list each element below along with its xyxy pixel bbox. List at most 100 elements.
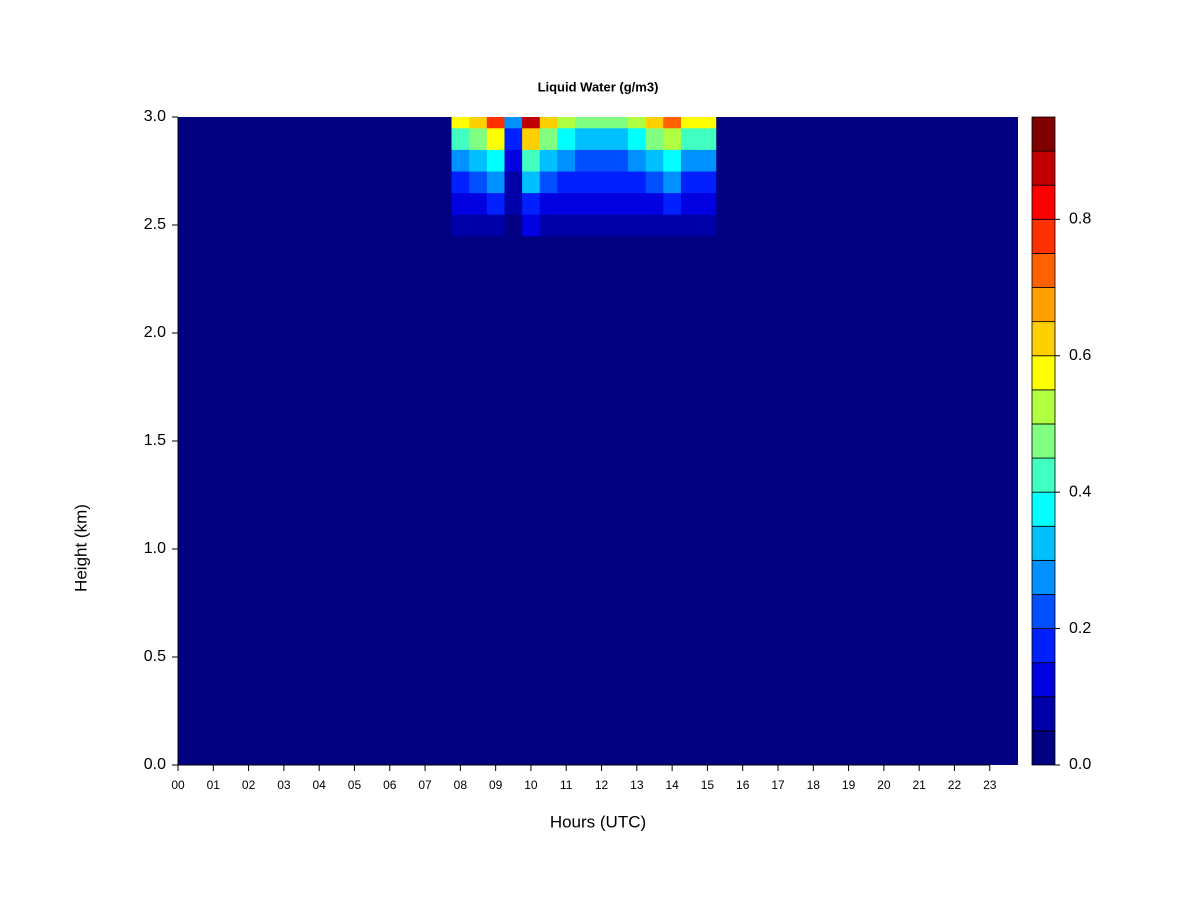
heat-cell [522, 127, 541, 150]
heat-cell [557, 214, 576, 237]
heat-cell [663, 214, 682, 237]
heat-cell [557, 117, 576, 129]
y-tick-label: 2.0 [144, 324, 166, 341]
heat-cell [663, 117, 682, 129]
x-tick-label: 00 [171, 778, 185, 792]
heat-cell [698, 257, 717, 280]
heat-cell [592, 117, 611, 129]
heat-cell [469, 214, 488, 237]
colorbar-band [1031, 559, 1056, 595]
heat-cell [592, 279, 611, 302]
colorbar-tick-label: 0.4 [1069, 483, 1091, 500]
heat-cell [716, 257, 735, 280]
heat-cell [557, 171, 576, 194]
x-tick-label: 17 [771, 778, 785, 792]
heat-cell [680, 127, 700, 150]
heat-cell [628, 117, 647, 129]
heat-cell [451, 214, 470, 237]
heat-cell [716, 117, 735, 129]
colorbar-band [1031, 389, 1056, 425]
colorbar-band [1031, 321, 1056, 357]
y-tick-label: 1.0 [144, 540, 166, 557]
heat-cell [451, 127, 470, 150]
y-tick-label: 0.5 [144, 648, 166, 665]
colorbar-band [1031, 730, 1056, 766]
heat-cell [628, 171, 647, 194]
y-axis-label: Height (km) [71, 504, 90, 592]
x-tick-label: 11 [560, 778, 573, 792]
heat-cell [575, 257, 594, 280]
x-axis-label: Hours (UTC) [550, 812, 646, 831]
heat-cell [451, 257, 470, 280]
heat-cell [645, 235, 664, 258]
heat-cell [592, 257, 611, 280]
heat-cell [610, 257, 629, 280]
x-tick-label: 22 [948, 778, 962, 792]
heat-cell [486, 117, 505, 129]
heat-cell [522, 257, 541, 280]
heat-cell [716, 149, 735, 172]
heat-cell [539, 127, 558, 150]
heat-cell [486, 257, 505, 280]
heat-cell [522, 192, 541, 215]
chart-title: Liquid Water (g/m3) [538, 79, 659, 94]
heat-cell [451, 171, 470, 194]
heat-cell [522, 149, 541, 172]
heat-cell [486, 192, 505, 215]
heat-cell [539, 214, 558, 237]
heat-cell [663, 279, 682, 302]
heat-cell [557, 279, 576, 302]
heat-cell [680, 171, 700, 194]
heat-cell [645, 192, 664, 215]
heat-cell [433, 214, 453, 237]
colorbar-band [1031, 491, 1056, 527]
heat-cell [628, 192, 647, 215]
heat-cell [592, 171, 611, 194]
x-tick-label: 14 [665, 778, 679, 792]
colorbar-tick-label: 0.2 [1069, 620, 1091, 637]
heat-cell [575, 171, 594, 194]
heat-cell [716, 214, 735, 237]
heat-cell [469, 192, 488, 215]
heat-cell [486, 149, 505, 172]
heat-cell [433, 279, 453, 302]
heat-cell [433, 171, 453, 194]
x-tick-label: 03 [277, 778, 291, 792]
heat-cell [592, 214, 611, 237]
heat-cell [680, 214, 700, 237]
heat-cell [486, 171, 505, 194]
heat-cell [433, 117, 453, 129]
x-tick-label: 15 [701, 778, 715, 792]
colorbar-band [1031, 457, 1056, 493]
heat-cell [469, 149, 488, 172]
heat-cell [451, 117, 470, 129]
heat-cell [522, 117, 541, 129]
x-tick-label: 23 [983, 778, 997, 792]
colorbar-band [1031, 525, 1056, 561]
heat-cell [522, 214, 541, 237]
colorbar-band [1031, 628, 1056, 664]
heat-cell [628, 149, 647, 172]
heat-cell [469, 235, 488, 258]
heat-cell [698, 171, 717, 194]
heat-cell [539, 279, 558, 302]
heat-cell [575, 192, 594, 215]
colorbar-band [1031, 696, 1056, 732]
heat-cell [698, 117, 717, 129]
heat-cell [504, 127, 523, 150]
colorbar-band [1031, 218, 1056, 254]
heat-cell [645, 214, 664, 237]
heat-cell [486, 235, 505, 258]
heat-cell [451, 149, 470, 172]
heat-cell [504, 279, 523, 302]
heat-cell [716, 192, 735, 215]
heat-cell [610, 192, 629, 215]
colorbar-tick-label: 0.8 [1069, 211, 1091, 228]
heat-cell [592, 127, 611, 150]
heat-cell [575, 214, 594, 237]
heat-cell [469, 279, 488, 302]
heat-cell [522, 171, 541, 194]
heat-cell [575, 279, 594, 302]
heat-cell [539, 192, 558, 215]
heat-cell [645, 171, 664, 194]
